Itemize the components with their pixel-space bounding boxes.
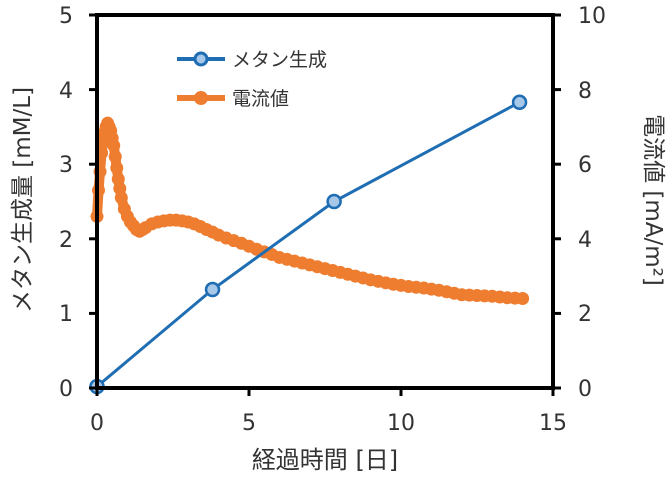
current-point <box>516 291 530 305</box>
x-tick-label: 10 <box>387 411 415 436</box>
y2-tick-label: 2 <box>578 302 592 327</box>
y2-tick-label: 0 <box>578 377 592 402</box>
y2-tick-label: 8 <box>578 79 592 104</box>
x-axis-label: 経過時間 [日] <box>252 446 398 474</box>
legend: メタン生成 電流値 <box>177 49 327 110</box>
legend-current-label: 電流値 <box>232 88 289 110</box>
y-tick-label: 3 <box>59 153 73 178</box>
y-axis-label: メタン生成量 [mM/L] <box>10 87 36 313</box>
y2-tick-label: 4 <box>578 228 592 253</box>
current-line <box>92 118 523 304</box>
y2-tick-label: 10 <box>578 4 606 29</box>
y-tick-label: 0 <box>59 377 73 402</box>
y-tick-label: 5 <box>59 4 73 29</box>
current-point <box>107 139 121 153</box>
plot-frame <box>95 13 555 390</box>
methane-point <box>511 94 528 111</box>
methane-point <box>204 281 221 298</box>
current-point <box>108 150 122 164</box>
current-point <box>114 191 128 205</box>
x-tick-label: 5 <box>242 411 256 436</box>
y-tick-label: 4 <box>59 79 73 104</box>
y2-tick-label: 6 <box>578 153 592 178</box>
x-tick-label: 15 <box>539 411 567 436</box>
current-series <box>90 116 530 305</box>
legend-current-marker <box>194 91 208 105</box>
y-tick-label: 1 <box>59 302 73 327</box>
legend-methane-label: メタン生成 <box>232 49 327 71</box>
legend-methane-marker <box>193 51 209 67</box>
methane-series <box>89 94 528 395</box>
methane-line <box>96 100 521 388</box>
current-point <box>110 161 124 175</box>
methane-point <box>326 193 342 210</box>
axis-ticks <box>89 13 561 396</box>
y2-axis-label: 電流値 [mA/m²] <box>640 114 666 286</box>
x-tick-label: 0 <box>90 411 104 436</box>
y-tick-label: 2 <box>59 228 73 253</box>
